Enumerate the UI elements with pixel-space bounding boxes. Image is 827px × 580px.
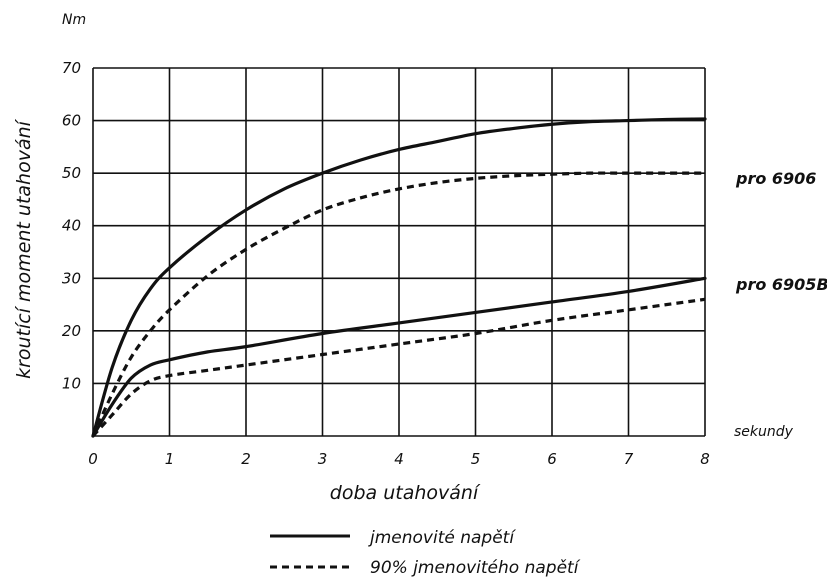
x-tick-label: 8 [700, 450, 710, 468]
series-tag-6905b: pro 6905B [735, 275, 827, 294]
y-tick-label: 50 [62, 164, 81, 182]
series-lines [91, 117, 707, 438]
x-tick-label: 5 [471, 450, 481, 468]
y-tick-label: 60 [62, 112, 81, 130]
x-tick-label: 6 [547, 450, 557, 468]
legend: jmenovité napětí 90% jmenovitého napětí [270, 528, 581, 578]
x-tick-label: 3 [318, 450, 328, 468]
y-axis-label: kroutící moment utahování [13, 118, 35, 379]
series-line-2-solid [91, 276, 707, 438]
grid [92, 67, 706, 437]
series-line-0-solid [91, 117, 707, 438]
y-tick-label: 20 [62, 322, 81, 340]
series-tag-6906: pro 6906 [735, 169, 816, 188]
y-tick-label: 10 [62, 374, 81, 392]
x-tick-label: 4 [394, 450, 404, 468]
legend-dashed-label: 90% jmenovitého napětí [370, 558, 581, 578]
y-tick-label: 70 [62, 59, 81, 77]
y-tick-label: 30 [62, 269, 81, 287]
x-axis-label: doba utahování [330, 482, 481, 504]
x-tick-label: 7 [624, 450, 634, 468]
y-tick-label: 40 [62, 217, 81, 235]
legend-solid-label: jmenovité napětí [368, 528, 516, 548]
x-tick-label: 0 [88, 450, 98, 468]
tick-labels: 0 1 2 3 4 5 6 7 8 10 20 30 40 50 60 70 [62, 59, 710, 468]
series-line-1-dashed [91, 171, 705, 437]
y-unit-label: Nm [62, 12, 86, 28]
x-tick-label: 1 [165, 450, 175, 468]
x-tick-label: 2 [241, 450, 251, 468]
series-line-3-dashed [91, 297, 706, 438]
x-unit-label: sekundy [734, 424, 794, 440]
